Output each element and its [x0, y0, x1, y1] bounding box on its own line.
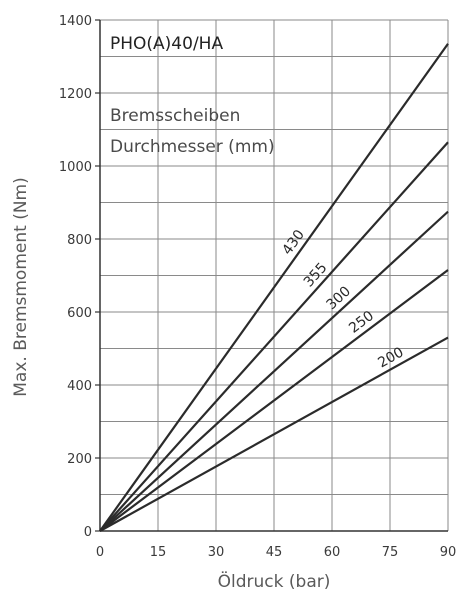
y-axis-title: Max. Bremsmoment (Nm): [11, 177, 31, 396]
y-tick-label: 0: [84, 525, 92, 540]
series-line-355: [99, 141, 449, 532]
x-tick-label: 45: [266, 545, 283, 560]
series-lines: [99, 43, 449, 532]
y-tick-label: 1400: [59, 14, 92, 29]
x-tick-label: 60: [324, 545, 341, 560]
series-line-430: [99, 43, 449, 532]
annotation-line-1: Bremsscheiben: [110, 106, 240, 126]
series-label-355: 355: [301, 260, 331, 291]
y-axis: 0 200 400 600 800 1000 1200 1400: [59, 14, 101, 540]
annotation-line-2: Durchmesser (mm): [110, 137, 275, 157]
y-tick-label: 400: [67, 379, 92, 394]
series-line-200: [99, 336, 449, 532]
x-axis-title: Öldruck (bar): [218, 570, 331, 592]
x-tick-label: 0: [96, 545, 104, 560]
series-label-300: 300: [323, 283, 354, 313]
x-tick-label: 90: [440, 545, 457, 560]
series-line-250: [99, 269, 449, 532]
y-tick-label: 200: [67, 452, 92, 467]
y-tick-label: 600: [67, 306, 92, 321]
series-label-430: 430: [279, 227, 308, 258]
grid-lines: [99, 19, 449, 532]
x-axis: 0 15 30 45 60 75 90: [96, 530, 457, 560]
x-tick-label: 15: [150, 545, 167, 560]
y-tick-label: 800: [67, 233, 92, 248]
chart-title: PHO(A)40/HA: [110, 34, 223, 54]
x-tick-label: 75: [382, 545, 399, 560]
series-line-300: [99, 210, 449, 532]
y-tick-label: 1000: [59, 160, 92, 175]
y-tick-label: 1200: [59, 87, 92, 102]
x-tick-label: 30: [208, 545, 225, 560]
